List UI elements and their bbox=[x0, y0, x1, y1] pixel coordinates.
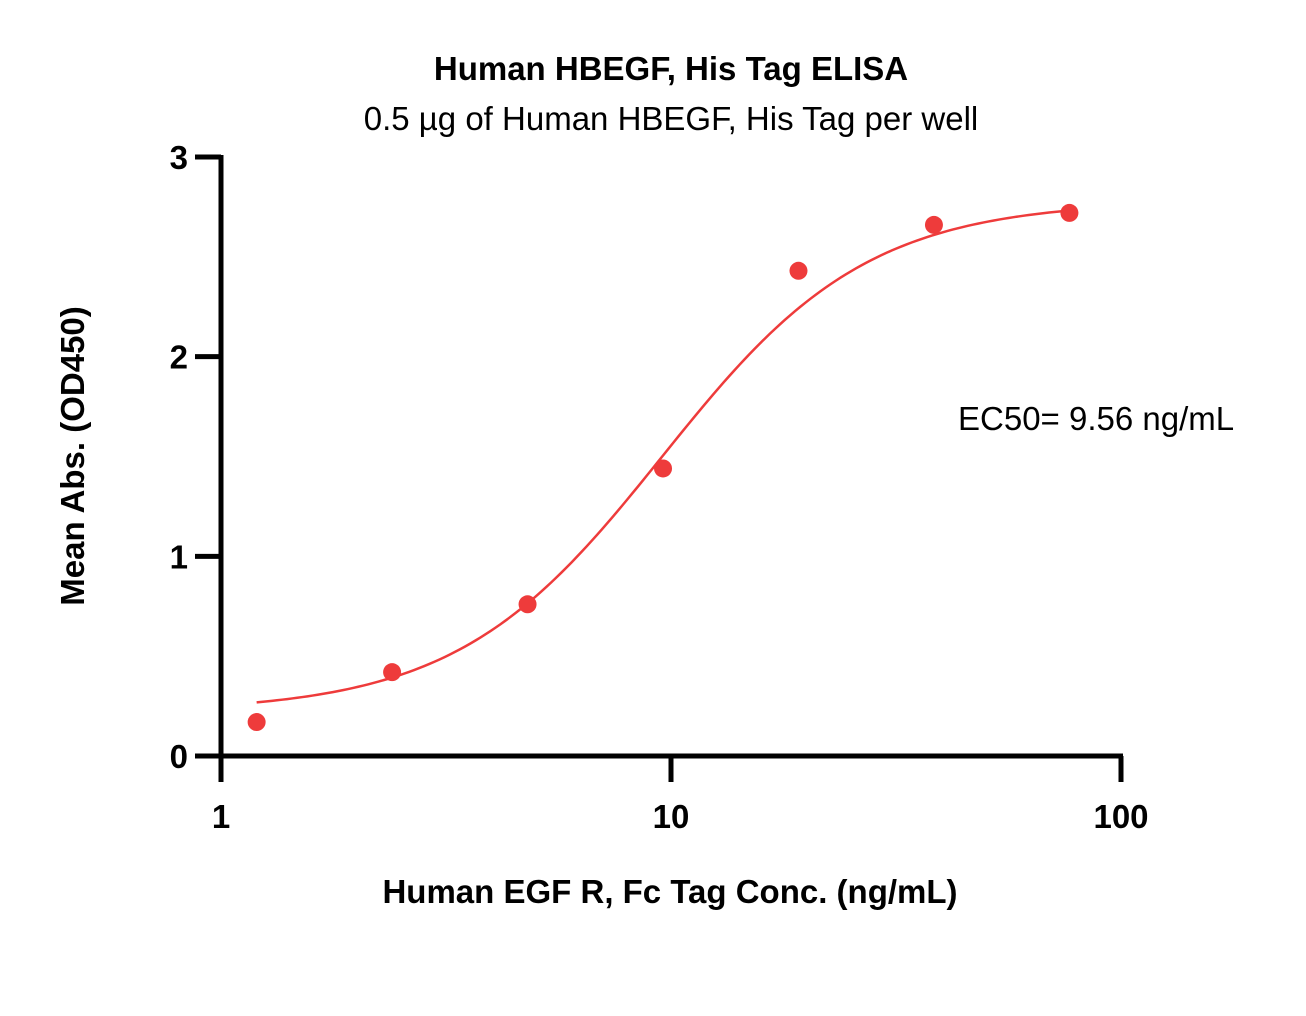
y-tick-label: 0 bbox=[170, 738, 188, 775]
data-point bbox=[789, 261, 808, 280]
y-tick-label: 1 bbox=[170, 538, 188, 575]
fit-curve-group bbox=[256, 209, 1070, 704]
x-tick-label: 1 bbox=[212, 798, 230, 835]
data-point bbox=[383, 663, 402, 682]
x-tick-label: 10 bbox=[653, 798, 690, 835]
data-point bbox=[924, 215, 943, 234]
x-tick-label: 100 bbox=[1093, 798, 1148, 835]
chart-title: Human HBEGF, His Tag ELISA bbox=[434, 50, 908, 87]
data-point bbox=[1060, 203, 1079, 222]
x-axis-label: Human EGF R, Fc Tag Conc. (ng/mL) bbox=[382, 873, 957, 910]
fit-curve bbox=[256, 209, 1070, 704]
data-points bbox=[247, 203, 1079, 732]
ec50-annotation: EC50= 9.56 ng/mL bbox=[958, 400, 1234, 437]
y-tick-label: 2 bbox=[170, 339, 188, 376]
data-point bbox=[518, 595, 537, 614]
y-tick-label: 3 bbox=[170, 139, 188, 176]
chart-subtitle: 0.5 µg of Human HBEGF, His Tag per well bbox=[364, 100, 979, 137]
data-point bbox=[654, 459, 673, 478]
y-axis-label: Mean Abs. (OD450) bbox=[54, 306, 91, 606]
data-point bbox=[247, 713, 266, 732]
